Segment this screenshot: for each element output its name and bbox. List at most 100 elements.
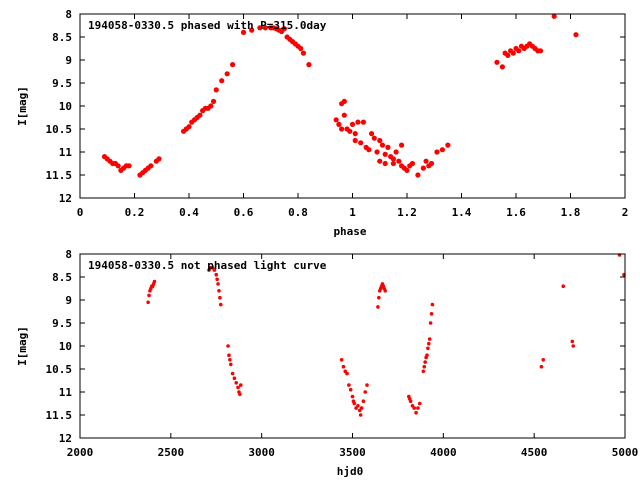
x-tick-label: 0.2 — [125, 206, 145, 219]
data-point — [281, 26, 287, 32]
x-tick-label: 0 — [77, 206, 84, 219]
chart-title: 194058-0330.5 not phased light curve — [88, 259, 327, 272]
data-point — [427, 337, 432, 341]
y-tick-label: 10.5 — [46, 123, 73, 136]
data-point — [339, 126, 345, 132]
data-point — [414, 410, 418, 415]
data-point — [429, 312, 434, 316]
data-point — [186, 124, 192, 130]
data-point — [360, 119, 366, 125]
y-tick-label: 8.5 — [52, 271, 72, 284]
data-point — [398, 142, 405, 148]
data-point — [238, 392, 242, 397]
data-point — [228, 362, 233, 367]
x-tick-label: 2 — [622, 206, 629, 219]
data-point — [152, 279, 157, 284]
data-point — [366, 147, 372, 153]
data-point — [240, 29, 247, 35]
data-point — [347, 383, 351, 387]
data-point — [236, 385, 240, 390]
data-point — [306, 62, 312, 68]
data-point — [208, 103, 214, 109]
x-tick-label: 3500 — [339, 446, 366, 459]
data-point — [215, 277, 219, 282]
data-point — [148, 163, 154, 169]
data-point — [298, 45, 304, 52]
data-point — [146, 300, 150, 305]
unphased-light-curve-chart: 8 8.5 9 9.5 10 10.5 11 11.5 12 2000 2500 3000 3500 4… — [16, 248, 638, 478]
data-point — [371, 135, 377, 141]
data-point — [426, 346, 430, 351]
data-point — [347, 128, 353, 134]
data-point — [218, 302, 223, 307]
data-point — [416, 406, 420, 410]
x-tick-label: 1.4 — [452, 206, 472, 219]
data-point — [374, 149, 380, 155]
data-point — [365, 383, 369, 387]
x-tick-label: 1.8 — [561, 206, 581, 219]
x-axis-label: hjd0 — [337, 465, 364, 478]
data-point — [230, 371, 235, 376]
plot-frame — [79, 253, 626, 439]
y-tick-label: 11.5 — [46, 409, 73, 422]
data-point — [516, 48, 522, 54]
data-point — [218, 295, 222, 300]
data-points — [146, 253, 626, 417]
x-tick-label: 1.6 — [506, 206, 526, 219]
data-point — [412, 406, 417, 410]
data-point — [358, 413, 363, 417]
data-point — [368, 131, 375, 137]
data-point — [505, 52, 511, 59]
y-axis-label: I[mag] — [16, 326, 29, 366]
data-point — [396, 158, 402, 164]
y-tick-label: 11.5 — [46, 169, 73, 182]
data-point — [217, 289, 221, 293]
x-axis-label: phase — [333, 225, 366, 238]
y-tick-label: 11 — [59, 146, 73, 159]
data-point — [350, 394, 355, 399]
data-point — [385, 144, 391, 150]
data-point — [224, 71, 230, 77]
x-tick-label: 5000 — [612, 446, 639, 459]
data-point — [361, 399, 366, 404]
data-point — [383, 289, 388, 293]
y-tick-label: 9 — [65, 294, 72, 307]
y-tick-label: 9.5 — [52, 77, 72, 90]
x-tick-label: 1.2 — [397, 206, 417, 219]
data-point — [541, 358, 546, 362]
data-point — [355, 119, 361, 125]
data-point — [126, 163, 132, 169]
data-point — [341, 364, 346, 369]
data-point — [434, 149, 440, 155]
y-tick-label: 10 — [59, 340, 72, 353]
data-point — [210, 98, 217, 104]
data-point — [358, 140, 364, 146]
x-tick-label: 0.4 — [179, 206, 199, 219]
y-tick-label: 8 — [65, 248, 72, 261]
data-point — [420, 165, 426, 171]
y-tick-label: 10.5 — [46, 363, 73, 376]
data-point — [227, 353, 231, 358]
data-point — [390, 156, 396, 162]
data-point — [494, 59, 500, 65]
y-tick-label: 9.5 — [52, 317, 72, 330]
data-point — [341, 98, 347, 104]
data-point — [423, 158, 429, 164]
chart-title: 194058-0330.5 phased with P=315.0day — [88, 19, 327, 32]
data-point — [212, 268, 217, 272]
data-point — [219, 78, 225, 84]
data-point — [428, 160, 435, 167]
data-point — [377, 137, 383, 144]
data-point — [356, 404, 360, 408]
data-point — [197, 112, 203, 118]
data-point — [115, 163, 121, 169]
data-point — [336, 121, 342, 127]
data-point — [571, 344, 576, 348]
data-point — [382, 160, 388, 167]
data-point — [341, 112, 347, 118]
data-point — [422, 364, 427, 369]
data-point — [359, 406, 364, 410]
data-point — [232, 376, 237, 381]
y-axis-label: I[mag] — [16, 86, 29, 126]
